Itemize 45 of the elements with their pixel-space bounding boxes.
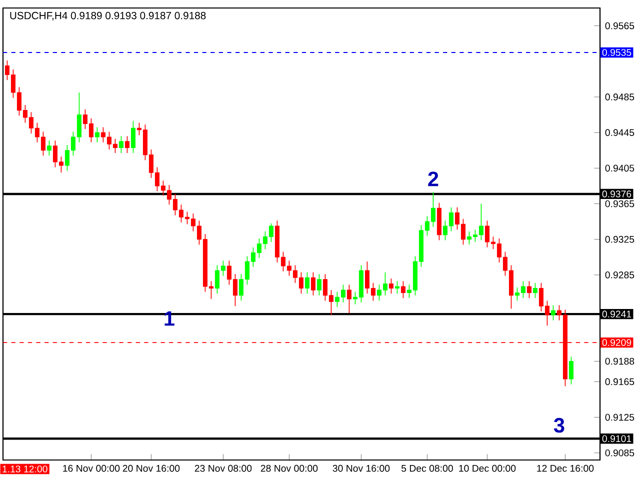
ref-line-label: 0.9535 bbox=[602, 49, 632, 56]
candlestick bbox=[304, 272, 310, 294]
ref-line-label: 0.9209 bbox=[602, 339, 632, 346]
candlestick bbox=[310, 272, 316, 296]
annotation: 1 bbox=[164, 311, 174, 326]
y-tick-label: 0.9365 bbox=[605, 200, 634, 208]
x-tick-label: 5 Dec 08:00 bbox=[401, 464, 453, 472]
y-tick-label: 0.9165 bbox=[605, 378, 634, 386]
y-tick-label: 0.9485 bbox=[605, 94, 634, 100]
ref-line-label: 0.9241 bbox=[602, 310, 632, 318]
x-tick-label: 30 Nov 16:00 bbox=[332, 464, 390, 472]
candlestick bbox=[94, 126, 100, 143]
annotation: 3 bbox=[554, 418, 564, 433]
y-tick-label: 0.9325 bbox=[605, 236, 634, 243]
candlestick bbox=[316, 274, 322, 296]
y-tick-label: 0.9285 bbox=[605, 272, 634, 278]
x-tick-label: 12 Dec 16:00 bbox=[537, 464, 594, 472]
candlestick bbox=[400, 280, 406, 298]
x-tick-label: 10 Dec 00:00 bbox=[459, 464, 516, 472]
x-tick-label: 23 Nov 08:00 bbox=[194, 464, 252, 472]
candlestick bbox=[532, 282, 538, 298]
chart-title: USDCHF,H4 0.9189 0.9193 0.9187 0.9188 bbox=[10, 12, 206, 20]
candlestick bbox=[550, 304, 556, 321]
candlestick bbox=[526, 280, 532, 298]
x-tick-label: 20 Nov 16:00 bbox=[122, 464, 180, 472]
x-tick-label: 28 Nov 00:00 bbox=[260, 464, 318, 472]
ref-line-label: 0.9101 bbox=[602, 435, 632, 442]
candlestick bbox=[346, 284, 352, 314]
x-tick-label: 16 Nov 00:00 bbox=[63, 464, 120, 472]
ref-line-label: 0.9376 bbox=[602, 190, 632, 198]
candlestick bbox=[388, 278, 394, 294]
candlestick bbox=[46, 140, 52, 156]
candlestick bbox=[118, 136, 124, 154]
y-tick-label: 0.9405 bbox=[605, 164, 634, 172]
candlestick bbox=[130, 120, 136, 154]
y-tick-label: 0.9445 bbox=[605, 129, 634, 136]
candlestick bbox=[568, 356, 574, 385]
y-tick-label: 0.9125 bbox=[605, 414, 634, 421]
y-tick-label: 0.9188 bbox=[605, 358, 634, 365]
annotation: 2 bbox=[428, 172, 438, 186]
y-tick-label: 0.9565 bbox=[605, 22, 634, 30]
y-tick-label: 0.9085 bbox=[605, 449, 634, 456]
candlestick bbox=[124, 136, 130, 154]
text: 1.13 12:00 bbox=[2, 466, 48, 472]
candlestick bbox=[394, 280, 400, 294]
